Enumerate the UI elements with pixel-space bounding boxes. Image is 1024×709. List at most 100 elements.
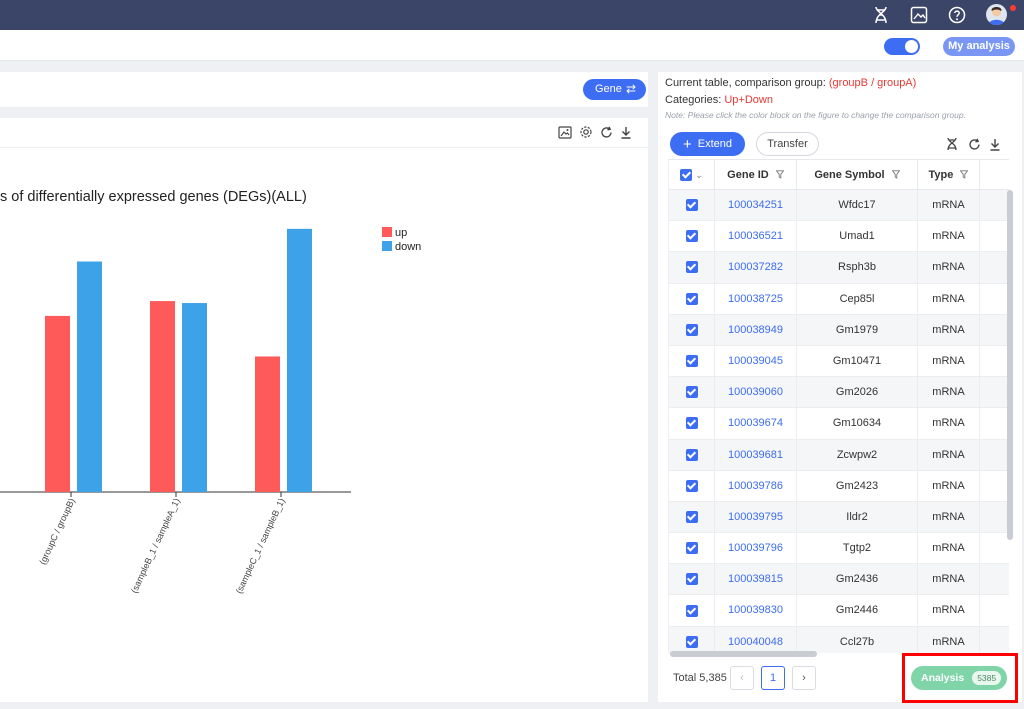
gene-type-cell: mRNA — [918, 283, 980, 315]
gene-id-link[interactable]: 100040048 — [715, 626, 797, 653]
gene-symbol-cell: Zcwpw2 — [797, 439, 918, 471]
table-row[interactable]: 100039060 Gm2026 mRNA — [669, 377, 1009, 409]
download-icon[interactable] — [618, 124, 634, 140]
gene-switch-button[interactable]: Gene ⇄ — [583, 79, 646, 100]
gene-type-cell: mRNA — [918, 439, 980, 471]
dna-tool-icon[interactable] — [944, 136, 960, 152]
next-page-button[interactable]: › — [792, 666, 816, 690]
gene-type-cell: mRNA — [918, 470, 980, 502]
bar-down[interactable] — [287, 228, 312, 492]
gene-id-link[interactable]: 100037282 — [715, 252, 797, 284]
gene-id-link[interactable]: 100039830 — [715, 595, 797, 627]
vertical-scrollbar[interactable] — [1007, 190, 1013, 540]
gene-id-link[interactable]: 100038949 — [715, 314, 797, 346]
x-tick-label: (sampleB_1 / sampleA_1) — [129, 497, 182, 595]
horizontal-scrollbar[interactable] — [670, 651, 817, 657]
help-icon[interactable] — [947, 5, 967, 25]
table-row[interactable]: 100039796 Tgtp2 mRNA — [669, 533, 1009, 565]
table-row[interactable]: 100039786 Gm2423 mRNA — [669, 470, 1009, 502]
row-extra-cell — [980, 190, 1009, 221]
row-checkbox[interactable] — [669, 439, 715, 471]
row-checkbox[interactable] — [669, 345, 715, 377]
row-checkbox[interactable] — [669, 377, 715, 409]
gene-id-link[interactable]: 100039681 — [715, 439, 797, 471]
column-gene-symbol-label: Gene Symbol — [814, 169, 885, 181]
refresh-icon[interactable] — [598, 124, 614, 140]
bar-up[interactable] — [45, 315, 70, 492]
legend-swatch-up[interactable] — [382, 227, 392, 237]
row-checkbox[interactable] — [669, 283, 715, 315]
current-table-label: Current table, comparison group: — [665, 77, 826, 89]
table-refresh-icon[interactable] — [966, 136, 982, 152]
row-extra-cell — [980, 315, 1009, 346]
page-number-button[interactable]: 1 — [761, 666, 785, 690]
gene-id-link[interactable]: 100039815 — [715, 564, 797, 596]
legend-label-up: up — [395, 227, 407, 239]
row-extra-cell — [980, 595, 1009, 626]
column-gene-id[interactable]: Gene ID — [715, 160, 797, 191]
prev-page-button[interactable]: ‹ — [730, 666, 754, 690]
view-toggle[interactable] — [884, 38, 920, 55]
image-export-icon[interactable] — [557, 124, 573, 140]
gene-symbol-cell: Tgtp2 — [797, 533, 918, 565]
table-row[interactable]: 100034251 Wfdc17 mRNA — [669, 190, 1009, 222]
settings-icon[interactable] — [578, 124, 594, 140]
bar-down[interactable] — [77, 261, 102, 492]
row-checkbox[interactable] — [669, 221, 715, 253]
row-checkbox[interactable] — [669, 626, 715, 653]
comparison-group-value[interactable]: (groupB / groupA) — [828, 77, 917, 89]
gene-id-link[interactable]: 100034251 — [715, 190, 797, 221]
table-row[interactable]: 100038949 Gm1979 mRNA — [669, 314, 1009, 346]
column-gene-symbol[interactable]: Gene Symbol — [797, 160, 918, 191]
legend-swatch-down[interactable] — [382, 241, 392, 251]
table-row[interactable]: 100040048 Ccl27b mRNA — [669, 626, 1009, 653]
image-icon[interactable] — [909, 5, 929, 25]
table-download-icon[interactable] — [987, 136, 1003, 152]
row-extra-cell — [980, 377, 1009, 408]
gene-symbol-cell: Gm1979 — [797, 314, 918, 346]
my-analysis-button[interactable]: My analysis — [943, 37, 1015, 56]
gene-button-label: Gene — [595, 83, 622, 95]
row-checkbox[interactable] — [669, 564, 715, 596]
table-row[interactable]: 100039674 Gm10634 mRNA — [669, 408, 1009, 440]
filter-icon — [960, 170, 969, 179]
row-checkbox[interactable] — [669, 314, 715, 346]
gene-symbol-cell: Ccl27b — [797, 626, 918, 653]
transfer-button[interactable]: Transfer — [756, 132, 819, 156]
row-checkbox[interactable] — [669, 252, 715, 284]
table-row[interactable]: 100036521 Umad1 mRNA — [669, 221, 1009, 253]
table-row[interactable]: 100039795 Ildr2 mRNA — [669, 501, 1009, 534]
row-checkbox[interactable] — [669, 501, 715, 533]
bar-up[interactable] — [150, 301, 175, 492]
gene-type-cell: mRNA — [918, 252, 980, 284]
row-extra-cell — [980, 564, 1009, 595]
user-avatar[interactable] — [986, 4, 1007, 25]
gene-id-link[interactable]: 100038725 — [715, 283, 797, 315]
table-row[interactable]: 100038725 Cep85l mRNA — [669, 283, 1009, 315]
gene-id-link[interactable]: 100039795 — [715, 501, 797, 533]
gene-id-link[interactable]: 100039796 — [715, 533, 797, 565]
gene-id-link[interactable]: 100039786 — [715, 470, 797, 502]
table-row[interactable]: 100037282 Rsph3b mRNA — [669, 252, 1009, 284]
table-row[interactable]: 100039815 Gm2436 mRNA — [669, 564, 1009, 596]
row-extra-cell — [980, 252, 1009, 283]
row-checkbox[interactable] — [669, 595, 715, 627]
table-row[interactable]: 100039681 Zcwpw2 mRNA — [669, 439, 1009, 471]
analysis-button[interactable]: Analysis 5385 — [911, 666, 1007, 690]
gene-id-link[interactable]: 100039045 — [715, 345, 797, 377]
gene-id-link[interactable]: 100039060 — [715, 377, 797, 409]
bar-up[interactable] — [255, 356, 280, 492]
select-all-checkbox[interactable]: ⌄ — [669, 160, 715, 191]
row-checkbox[interactable] — [669, 470, 715, 502]
row-checkbox[interactable] — [669, 408, 715, 440]
gene-id-link[interactable]: 100039674 — [715, 408, 797, 440]
bar-down[interactable] — [182, 303, 207, 492]
column-type[interactable]: Type — [918, 160, 980, 191]
table-row[interactable]: 100039830 Gm2446 mRNA — [669, 595, 1009, 627]
table-row[interactable]: 100039045 Gm10471 mRNA — [669, 345, 1009, 378]
dna-icon[interactable] — [871, 5, 891, 25]
gene-id-link[interactable]: 100036521 — [715, 221, 797, 253]
extend-button[interactable]: + Extend — [670, 132, 745, 156]
row-checkbox[interactable] — [669, 533, 715, 565]
row-checkbox[interactable] — [669, 190, 715, 221]
